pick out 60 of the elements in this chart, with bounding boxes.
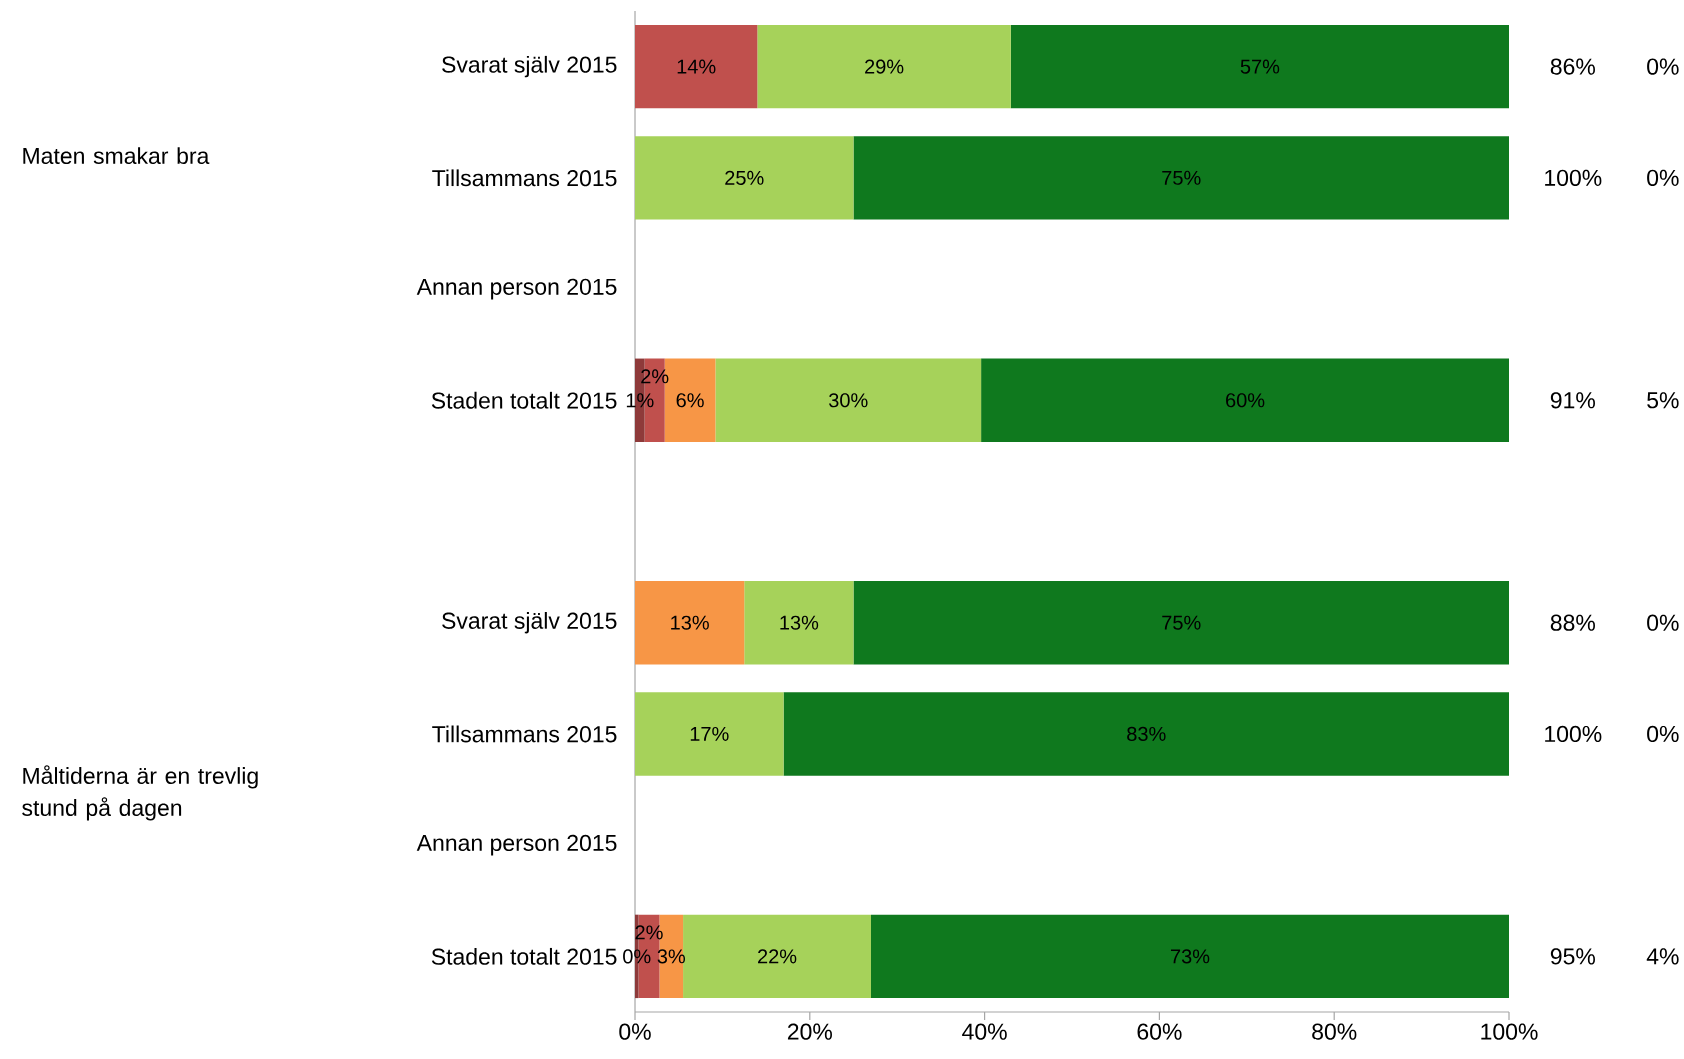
text: 5% — [1647, 392, 1679, 409]
bar — [757, 24, 1011, 109]
text: 88% — [1550, 614, 1595, 631]
text: 91% — [1550, 392, 1595, 409]
data-label: 2% — [641, 369, 669, 384]
data-label: 29% — [865, 59, 904, 74]
y-tick-label: Svarat själv 2015 — [442, 55, 617, 78]
bar — [683, 914, 871, 999]
text: 0% — [1647, 58, 1679, 75]
data-label: 2% — [635, 925, 663, 940]
x-tick-label: 40% — [962, 1023, 1007, 1040]
bar — [853, 581, 1509, 665]
bar — [715, 358, 982, 442]
data-label: 17% — [690, 726, 729, 741]
bar — [1010, 24, 1509, 109]
text: 4% — [1646, 948, 1679, 965]
y-tick-label: Tillsammans 2015 — [432, 725, 617, 743]
data-label: 60% — [1226, 393, 1265, 408]
text: 0% — [1647, 614, 1679, 631]
y-tick-label: Annan person 2015 — [416, 834, 617, 856]
x-tick-label: 100% — [1481, 1023, 1538, 1040]
bar — [981, 358, 1509, 442]
y-tick-label: Staden totalt 2015 — [431, 391, 617, 409]
y-tick-label: Svarat själv 2015 — [442, 612, 617, 634]
text: 86% — [1550, 58, 1595, 75]
text: 95% — [1550, 948, 1595, 965]
data-label: 30% — [829, 393, 868, 408]
text: 0% — [1647, 169, 1679, 186]
data-label: 73% — [1171, 949, 1210, 964]
data-label: 3% — [657, 949, 686, 964]
bar — [783, 692, 1509, 776]
data-label: 83% — [1127, 726, 1166, 741]
bar — [635, 136, 854, 220]
x-tick-label: 20% — [787, 1023, 832, 1040]
data-label: 75% — [1162, 170, 1201, 185]
bar — [635, 24, 758, 109]
y-tick-label: Tillsammans 2015 — [432, 169, 617, 187]
bar — [870, 914, 1509, 999]
text: 0% — [1647, 725, 1679, 743]
text: Maten smakar bra — [23, 147, 210, 165]
x-tick-label: 80% — [1312, 1023, 1357, 1040]
text: Måltiderna är en trevlig stund på dagen — [22, 765, 258, 821]
y-tick-label: Staden totalt 2015 — [431, 947, 617, 965]
bar — [744, 581, 854, 665]
text: 100% — [1545, 169, 1602, 186]
bar — [635, 581, 745, 665]
y-tick-label: Annan person 2015 — [416, 278, 617, 300]
data-label: 13% — [780, 615, 819, 630]
data-label: 13% — [671, 615, 709, 630]
data-label: 14% — [677, 59, 716, 74]
x-tick-label: 60% — [1137, 1023, 1182, 1040]
x-tick-label: 0% — [619, 1023, 651, 1040]
data-label: 22% — [758, 949, 797, 964]
bar — [853, 136, 1509, 220]
text: 100% — [1545, 725, 1602, 743]
data-label: 25% — [725, 170, 764, 185]
data-label: 6% — [676, 393, 704, 408]
data-label: 57% — [1240, 59, 1280, 74]
bar — [635, 692, 784, 776]
data-label: 75% — [1162, 615, 1201, 630]
